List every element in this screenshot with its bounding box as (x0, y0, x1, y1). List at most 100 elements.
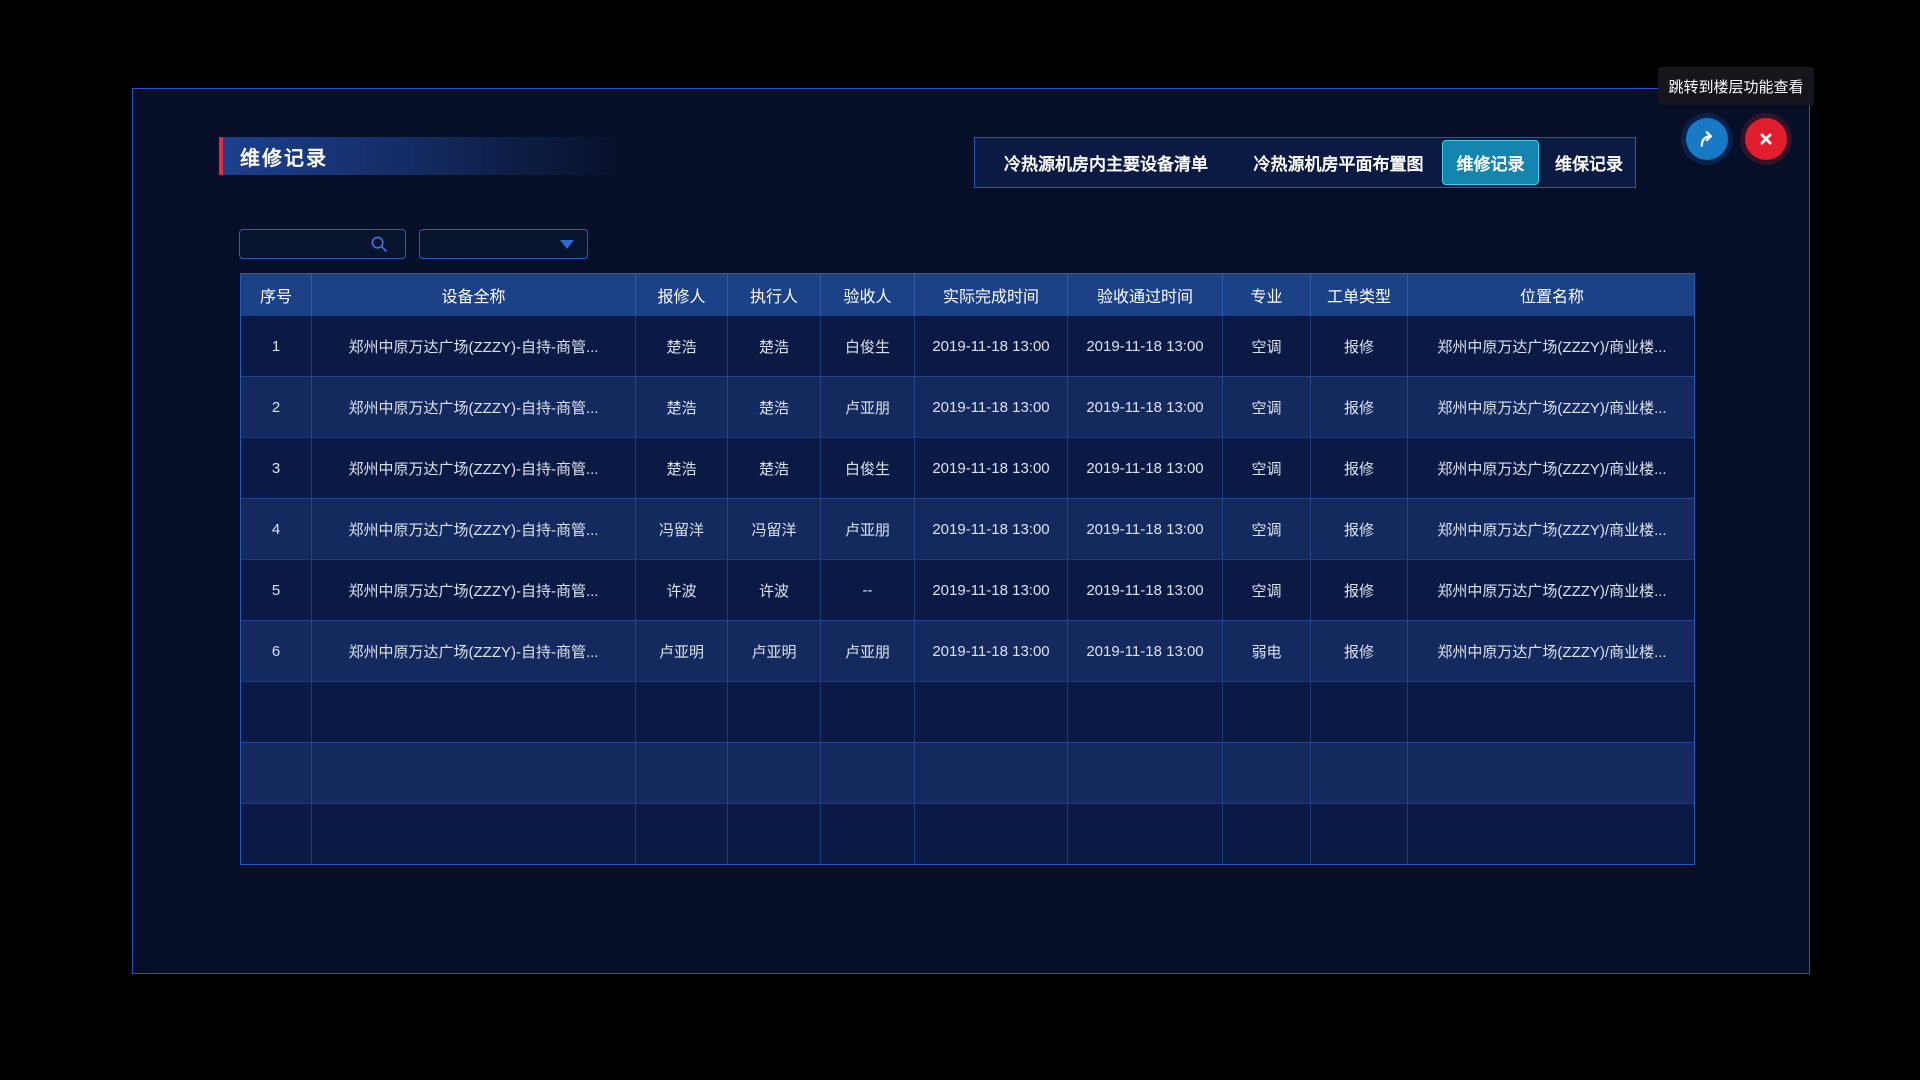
table-cell (1408, 804, 1696, 864)
tab-2[interactable]: 冷热源机房平面布置图 (1253, 155, 1424, 174)
table-cell: 报修 (1311, 377, 1408, 437)
table-cell (728, 743, 821, 803)
table-cell: 郑州中原万达广场(ZZZY)-自持-商管... (312, 316, 636, 376)
table-cell (1408, 743, 1696, 803)
jump-to-floor-button[interactable] (1686, 118, 1728, 160)
table-cell: 郑州中原万达广场(ZZZY)-自持-商管... (312, 499, 636, 559)
table-row[interactable]: 4 郑州中原万达广场(ZZZY)-自持-商管... 冯留洋 冯留洋 卢亚朋 2019-11… (241, 498, 1694, 559)
table-cell: 2019-11-18 13:00 (1068, 438, 1223, 498)
table-cell: 报修 (1311, 499, 1408, 559)
table-cell: 2019-11-18 13:00 (915, 621, 1068, 681)
table-cell (1311, 743, 1408, 803)
table-row[interactable] (241, 742, 1694, 803)
table-row[interactable]: 3 郑州中原万达广场(ZZZY)-自持-商管... 楚浩 楚浩 白俊生 2019-11-1… (241, 437, 1694, 498)
tab-4[interactable]: 维保记录 (1555, 155, 1623, 174)
table-cell: 2019-11-18 13:00 (915, 377, 1068, 437)
column-header: 专业 (1223, 274, 1311, 315)
table-row[interactable] (241, 681, 1694, 742)
table-cell: 卢亚明 (728, 621, 821, 681)
table-cell: 报修 (1311, 316, 1408, 376)
table-cell (821, 804, 915, 864)
column-header: 报修人 (636, 274, 728, 315)
table-header: 序号 设备全称 报修人 执行人 验收人 实际完成时间 验收通过时间 专业 工单类型 位置名称 (241, 274, 1694, 315)
table-cell: 2019-11-18 13:00 (915, 438, 1068, 498)
column-header: 序号 (241, 274, 312, 315)
table-cell: 楚浩 (636, 377, 728, 437)
table-cell: 4 (241, 499, 312, 559)
records-panel: 维修记录 冷热源机房内主要设备清单 冷热源机房平面布置图 维修记录 维保记录 (132, 88, 1810, 974)
table-cell: 楚浩 (728, 377, 821, 437)
table-cell (1068, 804, 1223, 864)
column-header: 设备全称 (312, 274, 636, 315)
search-input[interactable] (240, 230, 369, 258)
table-cell (1068, 743, 1223, 803)
table-row[interactable] (241, 803, 1694, 864)
table-row[interactable]: 6 郑州中原万达广场(ZZZY)-自持-商管... 卢亚明 卢亚明 卢亚朋 2019-11… (241, 620, 1694, 681)
table-cell: 2 (241, 377, 312, 437)
table-cell: 报修 (1311, 438, 1408, 498)
table-cell (1311, 682, 1408, 742)
table-cell: 6 (241, 621, 312, 681)
table-cell: 郑州中原万达广场(ZZZY)-自持-商管... (312, 438, 636, 498)
table-cell: 冯留洋 (636, 499, 728, 559)
table-cell: 空调 (1223, 499, 1311, 559)
table-cell (636, 743, 728, 803)
table-cell (1223, 682, 1311, 742)
table-row[interactable]: 2 郑州中原万达广场(ZZZY)-自持-商管... 楚浩 楚浩 卢亚朋 2019-11-1… (241, 376, 1694, 437)
table-cell (1068, 682, 1223, 742)
table-cell (915, 804, 1068, 864)
table-cell: 卢亚明 (636, 621, 728, 681)
table-cell: 郑州中原万达广场(ZZZY)/商业楼... (1437, 521, 1667, 539)
table-cell (241, 743, 312, 803)
table-cell: 弱电 (1223, 621, 1311, 681)
table-cell: 2019-11-18 13:00 (1068, 377, 1223, 437)
table-cell: 5 (241, 560, 312, 620)
table-cell (915, 743, 1068, 803)
table-cell: 2019-11-18 13:00 (915, 316, 1068, 376)
search-icon[interactable] (369, 234, 397, 254)
table-cell: 郑州中原万达广场(ZZZY)-自持-商管... (312, 377, 636, 437)
column-header: 验收人 (821, 274, 915, 315)
table-cell (312, 804, 636, 864)
table-cell: 2019-11-18 13:00 (1068, 499, 1223, 559)
table-cell (241, 682, 312, 742)
column-header: 实际完成时间 (915, 274, 1068, 315)
table-body: 1 郑州中原万达广场(ZZZY)-自持-商管... 楚浩 楚浩 白俊生 2019-11-1… (241, 315, 1694, 864)
table-cell: 空调 (1223, 560, 1311, 620)
table-cell (1223, 804, 1311, 864)
column-header: 验收通过时间 (1068, 274, 1223, 315)
caret-down-icon (560, 239, 574, 249)
table-cell: 报修 (1311, 560, 1408, 620)
table-cell: 2019-11-18 13:00 (915, 499, 1068, 559)
tab-bar: 冷热源机房内主要设备清单 冷热源机房平面布置图 维修记录 维保记录 (974, 137, 1636, 188)
panel-title-banner: 维修记录 (223, 137, 643, 175)
table-cell: 空调 (1223, 377, 1311, 437)
table-cell (636, 682, 728, 742)
filter-dropdown[interactable] (419, 229, 588, 259)
table-cell (1311, 804, 1408, 864)
table-cell (728, 682, 821, 742)
jump-tooltip: 跳转到楼层功能查看 (1658, 67, 1814, 105)
table-cell (636, 804, 728, 864)
table-cell: 2019-11-18 13:00 (1068, 316, 1223, 376)
tab-1[interactable]: 冷热源机房内主要设备清单 (1004, 155, 1208, 174)
table-cell (915, 682, 1068, 742)
table-cell: 3 (241, 438, 312, 498)
table-row[interactable]: 5 郑州中原万达广场(ZZZY)-自持-商管... 许波 许波 -- 2019-11-18… (241, 559, 1694, 620)
tab-3[interactable]: 维修记录 (1442, 140, 1539, 185)
table-cell: 郑州中原万达广场(ZZZY)/商业楼... (1437, 643, 1667, 661)
table-cell: 郑州中原万达广场(ZZZY)-自持-商管... (312, 560, 636, 620)
column-header: 执行人 (728, 274, 821, 315)
table-cell: 楚浩 (728, 438, 821, 498)
table-row[interactable]: 1 郑州中原万达广场(ZZZY)-自持-商管... 楚浩 楚浩 白俊生 2019-11-1… (241, 315, 1694, 376)
table-cell (1408, 682, 1696, 742)
table-cell (728, 804, 821, 864)
table-cell: 郑州中原万达广场(ZZZY)/商业楼... (1437, 338, 1667, 356)
table-cell: 冯留洋 (728, 499, 821, 559)
table-cell: -- (821, 560, 915, 620)
table-cell: 空调 (1223, 438, 1311, 498)
table-cell: 2019-11-18 13:00 (915, 560, 1068, 620)
table-cell: 白俊生 (821, 438, 915, 498)
close-button[interactable] (1745, 118, 1787, 160)
